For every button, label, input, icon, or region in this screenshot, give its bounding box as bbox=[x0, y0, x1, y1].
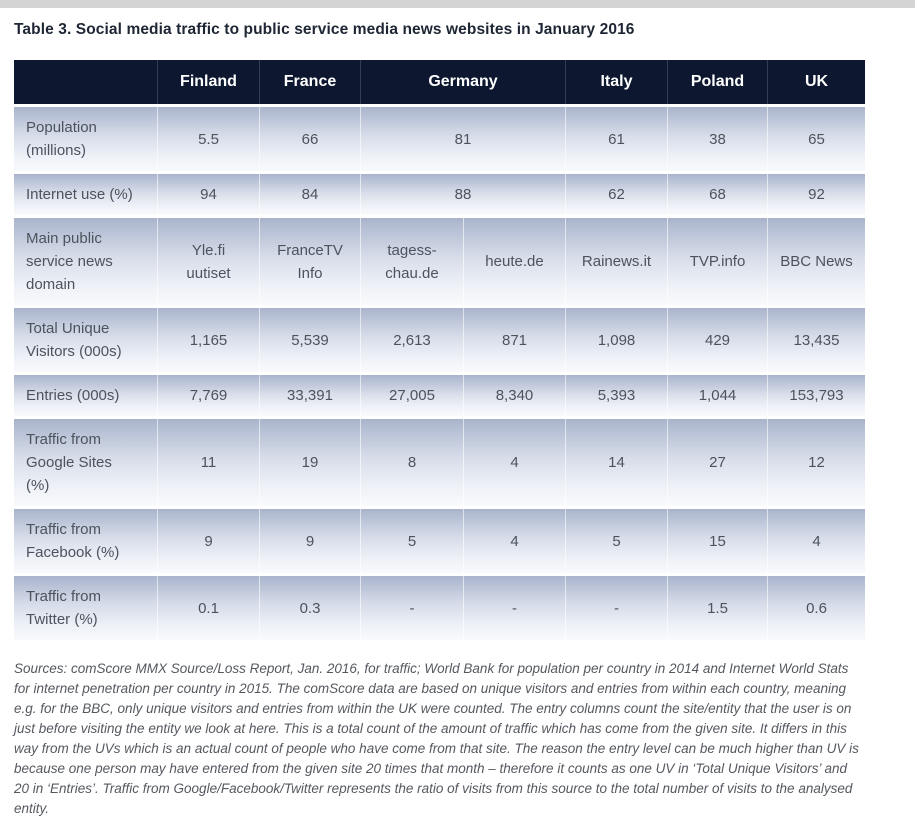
column-header: Italy bbox=[565, 60, 667, 104]
table-row: Main public service news domain Yle.fi uu… bbox=[14, 218, 865, 305]
table-cell: 66 bbox=[259, 107, 360, 171]
table-cell: TVP.info bbox=[667, 218, 767, 305]
table-cell: 0.3 bbox=[259, 576, 360, 640]
table-cell: 1,098 bbox=[565, 308, 667, 372]
table-cell: 13,435 bbox=[767, 308, 865, 372]
table-cell: heute.de bbox=[463, 218, 565, 305]
header-row: Finland France Germany Italy Poland UK bbox=[14, 60, 865, 104]
table-row: Population (millions) 5.5 66 81 61 38 65 bbox=[14, 107, 865, 171]
table-cell: 1,165 bbox=[157, 308, 259, 372]
table-cell: 61 bbox=[565, 107, 667, 171]
table-cell: 92 bbox=[767, 174, 865, 215]
table-cell: 68 bbox=[667, 174, 767, 215]
table-cell: 8,340 bbox=[463, 375, 565, 416]
table-cell: 5,539 bbox=[259, 308, 360, 372]
table-cell: 5 bbox=[360, 509, 463, 573]
table-cell: 65 bbox=[767, 107, 865, 171]
column-header: Finland bbox=[157, 60, 259, 104]
row-label: Traffic from Twitter (%) bbox=[14, 576, 157, 640]
table-cell: 15 bbox=[667, 509, 767, 573]
table-cell: 38 bbox=[667, 107, 767, 171]
table-cell: 4 bbox=[463, 419, 565, 506]
table-cell: 11 bbox=[157, 419, 259, 506]
table-cell: - bbox=[565, 576, 667, 640]
table-cell: 1,044 bbox=[667, 375, 767, 416]
column-header: Germany bbox=[360, 60, 565, 104]
table-cell: 2,613 bbox=[360, 308, 463, 372]
table-cell: 8 bbox=[360, 419, 463, 506]
table-cell: 27 bbox=[667, 419, 767, 506]
column-header: UK bbox=[767, 60, 865, 104]
table-cell: 0.1 bbox=[157, 576, 259, 640]
top-strip bbox=[0, 0, 915, 8]
table-cell: 19 bbox=[259, 419, 360, 506]
row-label: Population (millions) bbox=[14, 107, 157, 171]
table-cell: 153,793 bbox=[767, 375, 865, 416]
table-cell: 94 bbox=[157, 174, 259, 215]
table-cell: Yle.fi uutiset bbox=[157, 218, 259, 305]
table-cell: FranceTV Info bbox=[259, 218, 360, 305]
table-cell: 81 bbox=[360, 107, 565, 171]
table-cell: Rainews.it bbox=[565, 218, 667, 305]
column-header: France bbox=[259, 60, 360, 104]
table-title: Table 3. Social media traffic to public … bbox=[14, 21, 635, 38]
row-label: Total Unique Visitors (000s) bbox=[14, 308, 157, 372]
table-row: Internet use (%) 94 84 88 62 68 92 bbox=[14, 174, 865, 215]
page-content: Table 3. Social media traffic to public … bbox=[0, 8, 915, 819]
table-cell: - bbox=[360, 576, 463, 640]
table-row: Traffic from Facebook (%) 9 9 5 4 5 15 4 bbox=[14, 509, 865, 573]
table-cell: 5.5 bbox=[157, 107, 259, 171]
table-cell: 429 bbox=[667, 308, 767, 372]
table-cell: 27,005 bbox=[360, 375, 463, 416]
sources-note: Sources: comScore MMX Source/Loss Report… bbox=[14, 661, 859, 816]
table-cell: 9 bbox=[259, 509, 360, 573]
table-cell: 9 bbox=[157, 509, 259, 573]
table-cell: 84 bbox=[259, 174, 360, 215]
table-cell: 871 bbox=[463, 308, 565, 372]
table-cell: 12 bbox=[767, 419, 865, 506]
table-cell: 14 bbox=[565, 419, 667, 506]
table-row: Total Unique Visitors (000s) 1,165 5,539 2,… bbox=[14, 308, 865, 372]
table-body: Population (millions) 5.5 66 81 61 38 65 Intern… bbox=[14, 107, 865, 640]
traffic-table: Finland France Germany Italy Poland UK Popula… bbox=[14, 57, 865, 643]
table-cell: BBC News bbox=[767, 218, 865, 305]
table-row: Entries (000s) 7,769 33,391 27,005 8,340 5,39… bbox=[14, 375, 865, 416]
table-cell: - bbox=[463, 576, 565, 640]
table-row: Traffic from Google Sites (%) 11 19 8 4 14 27 1… bbox=[14, 419, 865, 506]
table-cell: 7,769 bbox=[157, 375, 259, 416]
table-cell: 4 bbox=[767, 509, 865, 573]
table-cell: 1.5 bbox=[667, 576, 767, 640]
table-cell: 5 bbox=[565, 509, 667, 573]
column-header: Poland bbox=[667, 60, 767, 104]
table-cell: 5,393 bbox=[565, 375, 667, 416]
table-cell: tagess- chau.de bbox=[360, 218, 463, 305]
row-label: Traffic from Google Sites (%) bbox=[14, 419, 157, 506]
row-label: Traffic from Facebook (%) bbox=[14, 509, 157, 573]
table-cell: 33,391 bbox=[259, 375, 360, 416]
table-row: Traffic from Twitter (%) 0.1 0.3- - -1.5 0.6 bbox=[14, 576, 865, 640]
table-cell: 88 bbox=[360, 174, 565, 215]
table-cell: 62 bbox=[565, 174, 667, 215]
row-label: Internet use (%) bbox=[14, 174, 157, 215]
table-cell: 4 bbox=[463, 509, 565, 573]
table-cell: 0.6 bbox=[767, 576, 865, 640]
row-label: Main public service news domain bbox=[14, 218, 157, 305]
row-label: Entries (000s) bbox=[14, 375, 157, 416]
corner-cell bbox=[14, 60, 157, 104]
